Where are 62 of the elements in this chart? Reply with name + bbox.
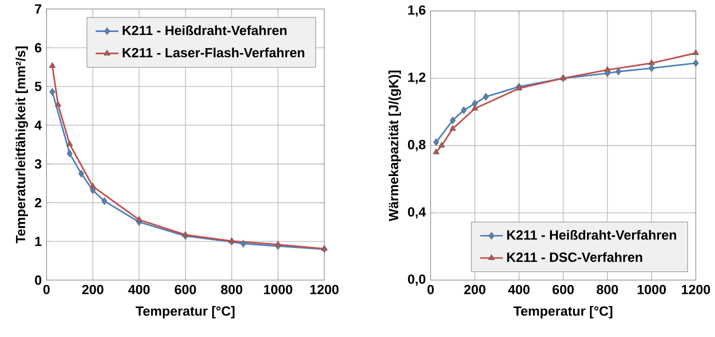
point — [66, 150, 73, 158]
point — [648, 64, 654, 72]
point — [182, 231, 189, 237]
x-tick-label: 1200 — [682, 284, 710, 294]
point — [136, 216, 142, 222]
x-axis-title: Temperatur [°C] — [136, 306, 234, 318]
x-tick-label: 600 — [552, 284, 574, 294]
y-tick-label: 0,0 — [408, 274, 426, 286]
point — [472, 104, 478, 111]
y-tick-label: 0,4 — [408, 207, 426, 219]
x-tick-label: 400 — [128, 284, 150, 294]
legend-label: K211 - Laser-Flash-Verfahren — [122, 48, 304, 58]
y-tick-label: 6 — [34, 43, 42, 52]
point — [460, 106, 467, 114]
x-tick-label: 1000 — [264, 284, 292, 294]
point — [483, 93, 489, 101]
point — [692, 49, 700, 56]
point — [54, 100, 62, 107]
point — [433, 138, 440, 146]
y-tick-label: 1 — [35, 236, 42, 246]
y-axis-title: Temperaturleitfähigkeit [mm²/s] — [16, 46, 28, 244]
point — [274, 240, 282, 247]
point — [228, 237, 235, 244]
y-tick-label: 4 — [34, 120, 42, 130]
point — [449, 125, 456, 131]
x-tick-label: 400 — [508, 284, 530, 294]
point — [102, 197, 108, 205]
point — [90, 182, 96, 188]
y-tick-label: 7 — [35, 4, 42, 14]
point — [648, 59, 655, 66]
point — [49, 88, 56, 96]
y-tick-label: 3 — [34, 159, 42, 169]
x-tick-label: 0 — [427, 284, 434, 294]
legend-label: K211 - Heißdraht-Verfahren — [507, 230, 676, 240]
point — [616, 68, 622, 76]
y-axis-title: Wärmekapazität [J/(gK)] — [388, 70, 401, 222]
point — [66, 140, 73, 146]
x-tick-label: 600 — [174, 284, 196, 294]
y-tick-label: 0,8 — [408, 140, 426, 152]
point — [240, 240, 246, 248]
x-tick-label: 1200 — [310, 284, 339, 294]
x-tick-label: 800 — [221, 284, 242, 294]
point — [450, 116, 456, 124]
y-tick-label: 1,2 — [408, 72, 426, 84]
point — [438, 142, 445, 148]
x-tick-label: 200 — [82, 284, 104, 294]
point — [78, 170, 84, 178]
legend-label: K211 - DSC-Verfahren — [507, 252, 642, 262]
x-tick-label: 1000 — [638, 284, 666, 294]
point — [692, 59, 699, 67]
point — [604, 66, 611, 72]
x-axis-title: Temperatur [°C] — [514, 306, 612, 318]
y-tick-label: 5 — [34, 82, 42, 92]
y-tick-label: 1,6 — [408, 5, 426, 17]
y-tick-label: 2 — [34, 198, 42, 208]
x-tick-label: 800 — [596, 284, 618, 294]
legend-label: K211 - Heißdraht-Vefahren — [122, 25, 286, 36]
point — [432, 148, 440, 154]
x-tick-label: 200 — [464, 284, 486, 294]
y-tick-label: 0 — [34, 275, 42, 285]
x-tick-label: 0 — [43, 284, 50, 294]
point — [49, 62, 56, 68]
